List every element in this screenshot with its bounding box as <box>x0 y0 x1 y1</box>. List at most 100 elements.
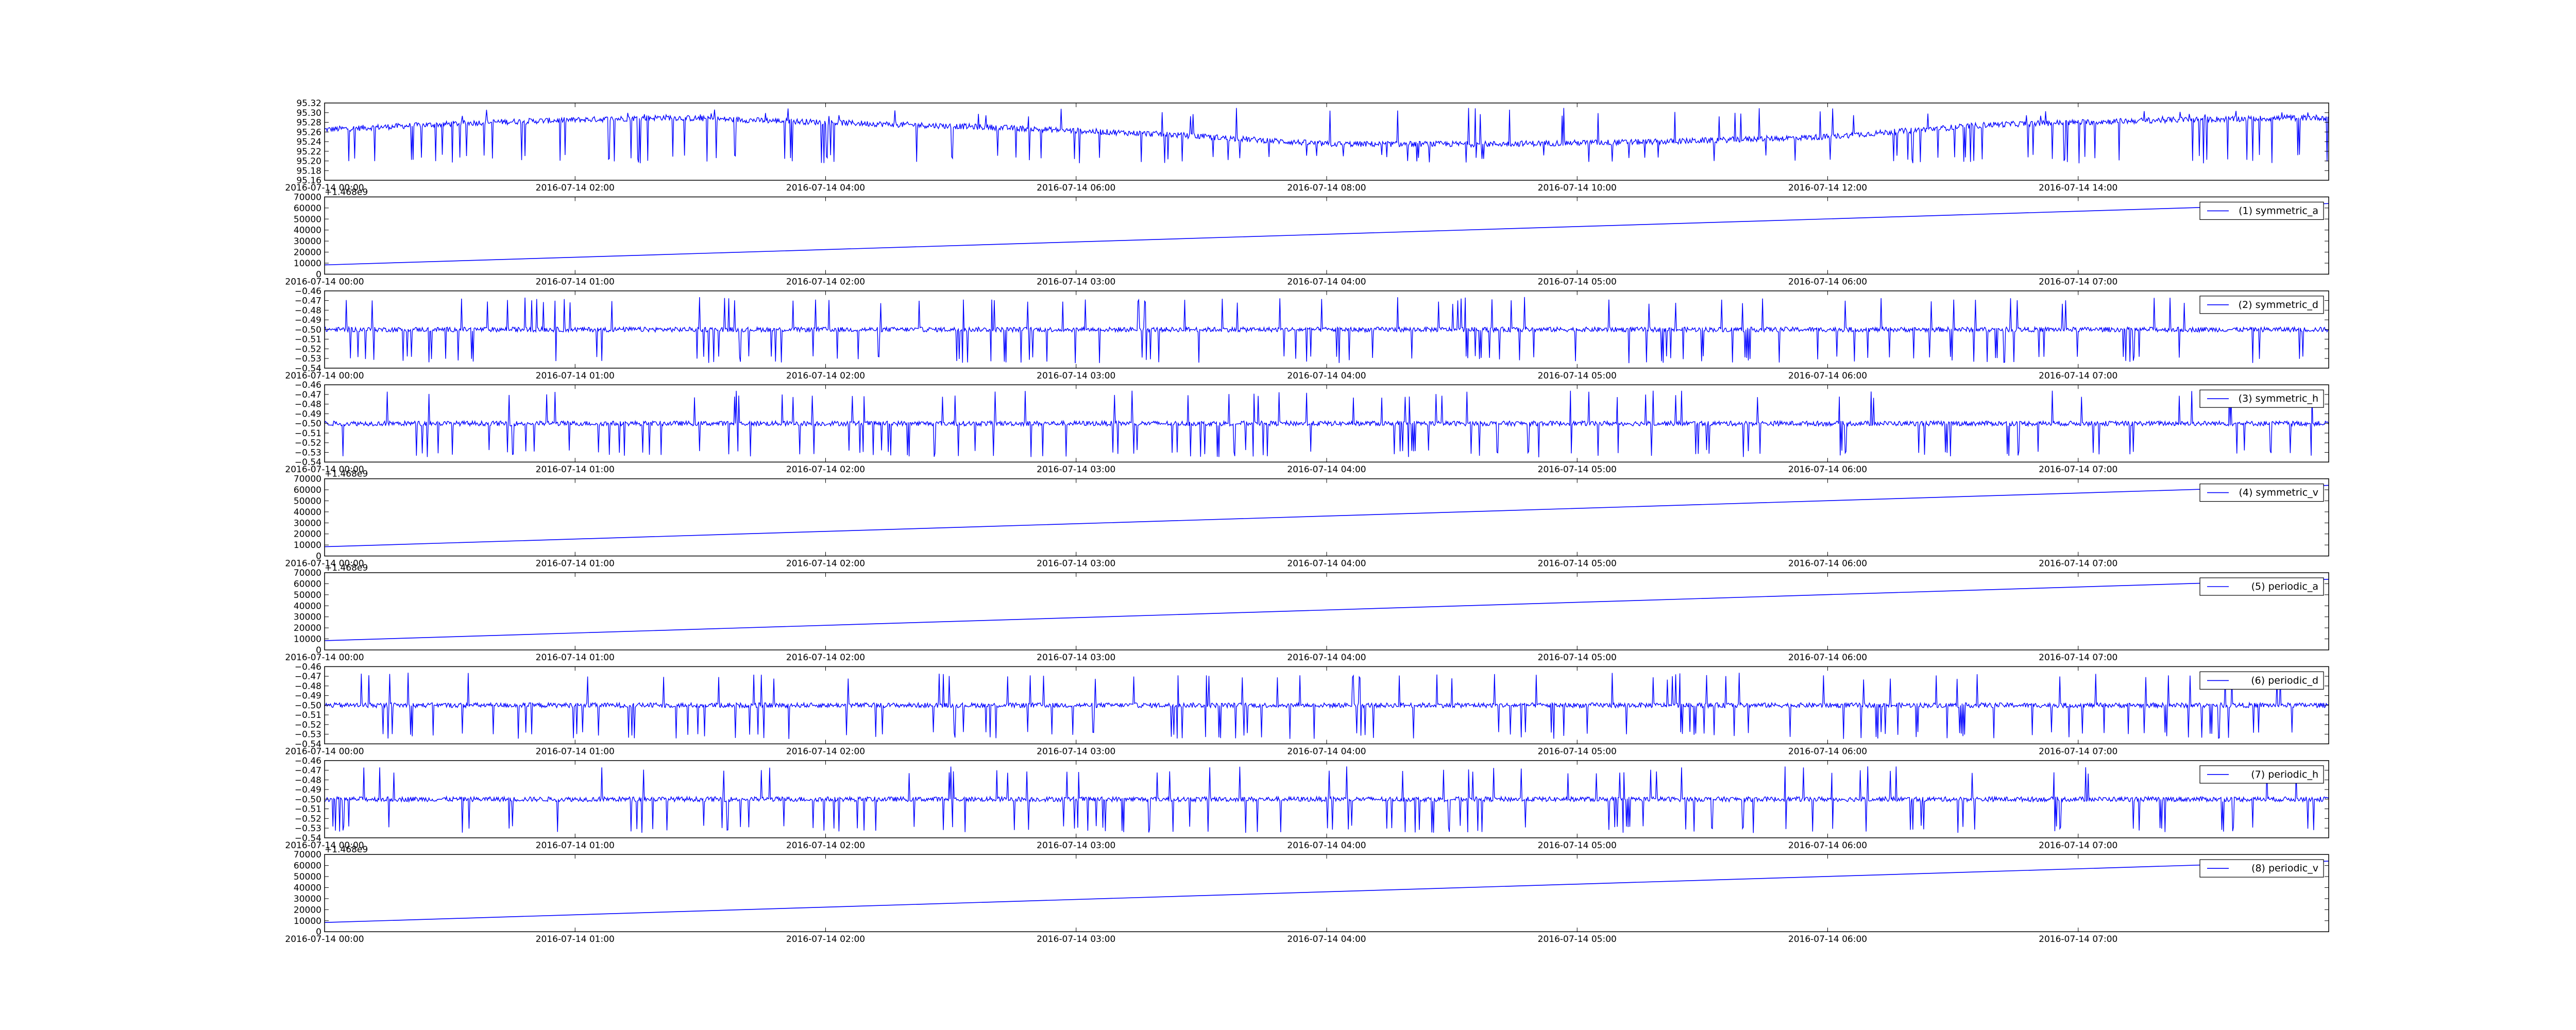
y-tick-label: 10000 <box>294 540 321 551</box>
x-tick-label: 2016-07-14 02:00 <box>786 746 865 757</box>
x-tick-label: 2016-07-14 02:00 <box>786 934 865 945</box>
x-tick-label: 2016-07-14 04:00 <box>1287 934 1366 945</box>
x-tick-label: 2016-07-14 06:00 <box>1788 559 1867 569</box>
y-tick-label: 0 <box>316 552 321 562</box>
y-tick-label: 30000 <box>294 236 321 247</box>
y-tick-label: 60000 <box>294 579 321 589</box>
series-line <box>325 485 2329 547</box>
series-line <box>325 673 2329 739</box>
y-tick-label: 10000 <box>294 916 321 926</box>
y-tick-label: −0.47 <box>295 766 321 776</box>
y-tick-label: −0.51 <box>295 710 321 720</box>
y-tick-label: −0.50 <box>295 419 321 429</box>
y-tick-label: −0.46 <box>295 286 321 297</box>
x-tick-label: 2016-07-14 04:00 <box>1287 277 1366 287</box>
x-tick-label: 2016-07-14 03:00 <box>1037 277 1115 287</box>
chart-panel-3: −0.54−0.53−0.52−0.51−0.50−0.49−0.48−0.47… <box>285 286 2329 381</box>
y-tick-label: −0.50 <box>295 325 321 335</box>
y-tick-label: −0.50 <box>295 700 321 711</box>
y-tick-label: 60000 <box>294 861 321 871</box>
legend: (7) periodic_h <box>2199 765 2324 784</box>
y-tick-label: 50000 <box>294 214 321 225</box>
y-tick-label: 60000 <box>294 203 321 214</box>
series-line <box>325 390 2329 457</box>
y-tick-label: −0.51 <box>295 335 321 345</box>
y-tick-label: 95.26 <box>296 127 321 138</box>
x-tick-label: 2016-07-14 03:00 <box>1037 746 1115 757</box>
y-tick-label: 95.24 <box>296 137 321 147</box>
y-tick-label: −0.46 <box>295 756 321 766</box>
x-tick-label: 2016-07-14 06:00 <box>1037 183 1115 193</box>
y-tick-label: 50000 <box>294 872 321 882</box>
x-tick-label: 2016-07-14 04:00 <box>1287 653 1366 663</box>
legend-label: (6) periodic_d <box>2251 675 2318 686</box>
x-tick-label: 2016-07-14 06:00 <box>1788 746 1867 757</box>
y-tick-label: −0.54 <box>295 739 321 749</box>
y-tick-label: −0.49 <box>295 785 321 795</box>
y-tick-label: 20000 <box>294 248 321 258</box>
x-tick-label: 2016-07-14 01:00 <box>536 840 615 851</box>
y-tick-label: 95.20 <box>296 157 321 167</box>
y-tick-label: 70000 <box>294 474 321 485</box>
x-tick-label: 2016-07-14 00:00 <box>285 277 364 287</box>
legend-label: (1) symmetric_a <box>2239 205 2318 216</box>
x-tick-label: 2016-07-14 07:00 <box>2039 934 2117 945</box>
series-line <box>325 766 2329 833</box>
y-offset-label: +1.468e9 <box>325 845 368 855</box>
x-tick-label: 2016-07-14 05:00 <box>1538 934 1617 945</box>
legend: (1) symmetric_a <box>2199 201 2324 220</box>
legend-label: (2) symmetric_d <box>2239 299 2318 311</box>
y-tick-label: −0.52 <box>295 814 321 824</box>
x-tick-label: 2016-07-14 04:00 <box>1287 559 1366 569</box>
x-tick-label: 2016-07-14 00:00 <box>285 653 364 663</box>
x-tick-label: 2016-07-14 10:00 <box>1538 183 1617 193</box>
x-tick-label: 2016-07-14 02:00 <box>786 465 865 475</box>
x-tick-label: 2016-07-14 03:00 <box>1037 840 1115 851</box>
legend: (2) symmetric_d <box>2199 296 2324 314</box>
y-tick-label: 40000 <box>294 883 321 893</box>
y-tick-label: 95.30 <box>296 108 321 118</box>
x-tick-label: 2016-07-14 00:00 <box>285 840 364 851</box>
legend-label: (8) periodic_v <box>2251 863 2318 874</box>
x-tick-label: 2016-07-14 03:00 <box>1037 559 1115 569</box>
legend: (8) periodic_v <box>2199 859 2324 878</box>
y-tick-label: −0.47 <box>295 390 321 400</box>
x-tick-label: 2016-07-14 12:00 <box>1788 183 1867 193</box>
legend-label: (4) symmetric_v <box>2239 487 2318 499</box>
y-tick-label: −0.48 <box>295 681 321 692</box>
y-tick-label: −0.46 <box>295 380 321 390</box>
y-tick-label: −0.54 <box>295 364 321 374</box>
y-tick-label: 95.18 <box>296 166 321 176</box>
series-line <box>325 108 2329 164</box>
x-tick-label: 2016-07-14 06:00 <box>1788 934 1867 945</box>
y-tick-label: −0.48 <box>295 775 321 785</box>
y-tick-label: −0.51 <box>295 804 321 815</box>
y-tick-label: −0.52 <box>295 344 321 354</box>
y-tick-label: −0.53 <box>295 823 321 834</box>
y-tick-label: 60000 <box>294 485 321 495</box>
x-tick-label: 2016-07-14 01:00 <box>536 277 615 287</box>
x-tick-label: 2016-07-14 05:00 <box>1538 746 1617 757</box>
x-tick-label: 2016-07-14 05:00 <box>1538 840 1617 851</box>
y-tick-label: −0.47 <box>295 672 321 682</box>
y-tick-label: −0.47 <box>295 296 321 306</box>
x-tick-label: 2016-07-14 05:00 <box>1538 465 1617 475</box>
x-tick-label: 2016-07-14 06:00 <box>1788 371 1867 381</box>
x-tick-label: 2016-07-14 02:00 <box>786 277 865 287</box>
legend-label: (7) periodic_h <box>2251 769 2318 780</box>
y-tick-label: −0.51 <box>295 428 321 439</box>
x-tick-label: 2016-07-14 00:00 <box>285 371 364 381</box>
x-tick-label: 2016-07-14 06:00 <box>1788 653 1867 663</box>
x-tick-label: 2016-07-14 05:00 <box>1538 559 1617 569</box>
x-tick-label: 2016-07-14 03:00 <box>1037 934 1115 945</box>
y-tick-label: 0 <box>316 927 321 937</box>
x-tick-label: 2016-07-14 01:00 <box>536 371 615 381</box>
y-tick-label: −0.52 <box>295 720 321 730</box>
chart-panel-8: −0.54−0.53−0.52−0.51−0.50−0.49−0.48−0.47… <box>285 756 2329 851</box>
y-tick-label: 95.32 <box>296 98 321 109</box>
y-tick-label: −0.53 <box>295 448 321 458</box>
x-tick-label: 2016-07-14 03:00 <box>1037 371 1115 381</box>
